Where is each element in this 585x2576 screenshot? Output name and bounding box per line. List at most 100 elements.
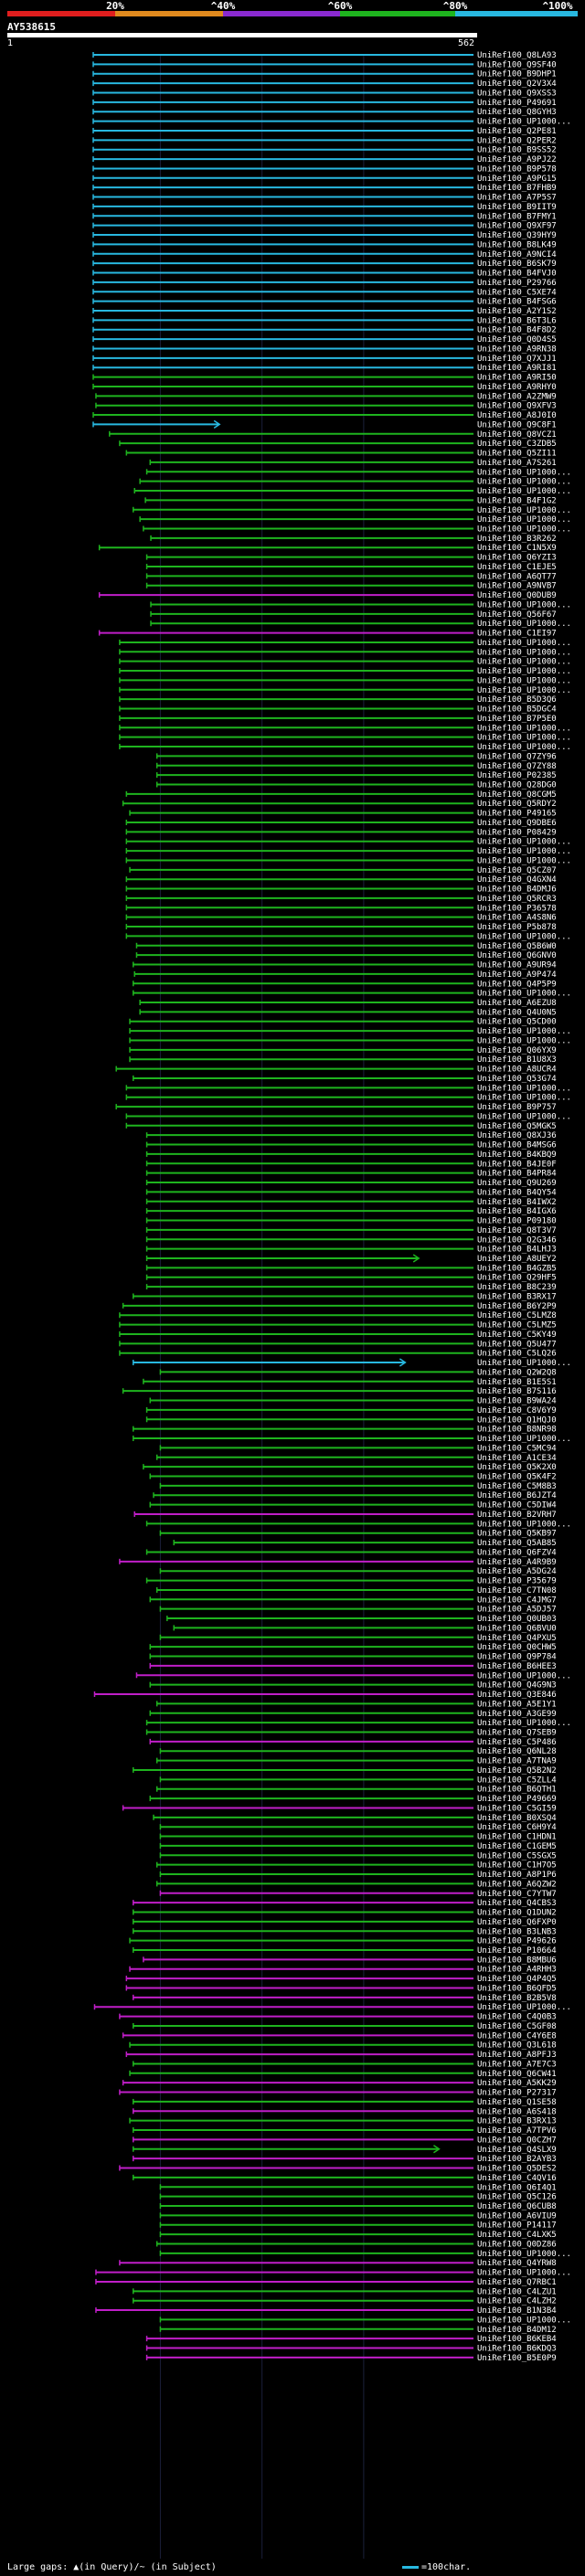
hit-label[interactable]: UniRef100_Q5U477 xyxy=(477,1340,557,1349)
hit-label[interactable]: UniRef100_UP1000... xyxy=(477,1671,571,1680)
hit-label[interactable]: UniRef100_UP1000... xyxy=(477,932,571,941)
hit-label[interactable]: UniRef100_UP1000... xyxy=(477,525,571,535)
hit-label[interactable]: UniRef100_C6H9Y4 xyxy=(477,1823,557,1832)
hit-label[interactable]: UniRef100_Q5RCR3 xyxy=(477,895,557,904)
hit-label[interactable]: UniRef100_Q7RBC1 xyxy=(477,2278,557,2287)
hit-label[interactable]: UniRef100_UP1000... xyxy=(477,118,571,127)
hit-label[interactable]: UniRef100_A2Y1S2 xyxy=(477,307,557,316)
hit-label[interactable]: UniRef100_B6QFD5 xyxy=(477,1984,557,1993)
hit-label[interactable]: UniRef100_A6EZU8 xyxy=(477,999,557,1008)
hit-label[interactable]: UniRef100_A7TNA9 xyxy=(477,1757,557,1766)
hit-label[interactable]: UniRef100_A4R9B9 xyxy=(477,1558,557,1567)
hit-label[interactable]: UniRef100_A3GE99 xyxy=(477,1710,557,1719)
hit-label[interactable]: UniRef100_B6SK79 xyxy=(477,260,557,269)
hit-label[interactable]: UniRef100_B8LK49 xyxy=(477,240,557,249)
hit-label[interactable]: UniRef100_UP1000... xyxy=(477,734,571,743)
hit-label[interactable]: UniRef100_Q4U0N5 xyxy=(477,1008,557,1017)
hit-label[interactable]: UniRef100_UP1000... xyxy=(477,468,571,477)
hit-label[interactable]: UniRef100_Q6FXP0 xyxy=(477,1918,557,1927)
hit-label[interactable]: UniRef100_P29766 xyxy=(477,279,557,288)
hit-label[interactable]: UniRef100_P49691 xyxy=(477,99,557,108)
hit-label[interactable]: UniRef100_B1U8X3 xyxy=(477,1055,557,1065)
hit-label[interactable]: UniRef100_P49626 xyxy=(477,1937,557,1946)
hit-label[interactable]: UniRef100_Q5ZI11 xyxy=(477,450,557,459)
hit-label[interactable]: UniRef100_B6QTH1 xyxy=(477,1786,557,1795)
hit-label[interactable]: UniRef100_Q6CW41 xyxy=(477,2070,557,2079)
hit-label[interactable]: UniRef100_B6JZT4 xyxy=(477,1491,557,1500)
hit-label[interactable]: UniRef100_Q8CGM5 xyxy=(477,790,557,800)
hit-label[interactable]: UniRef100_Q6NL28 xyxy=(477,1747,557,1756)
hit-label[interactable]: UniRef100_C5GI59 xyxy=(477,1804,557,1813)
hit-label[interactable]: UniRef100_C5SGX5 xyxy=(477,1851,557,1860)
hit-label[interactable]: UniRef100_Q6GNV0 xyxy=(477,951,557,960)
hit-label[interactable]: UniRef100_A7P5S7 xyxy=(477,194,557,203)
hit-label[interactable]: UniRef100_Q9SF40 xyxy=(477,60,557,69)
hit-label[interactable]: UniRef100_Q0UB03 xyxy=(477,1615,557,1624)
hit-label[interactable]: UniRef100_Q56F67 xyxy=(477,610,557,620)
hit-label[interactable]: UniRef100_B0XSQ4 xyxy=(477,1814,557,1823)
hit-label[interactable]: UniRef100_UP1000... xyxy=(477,1719,571,1728)
hit-label[interactable]: UniRef100_B9SS52 xyxy=(477,146,557,155)
hit-label[interactable]: UniRef100_A8J0I0 xyxy=(477,411,557,420)
hit-label[interactable]: UniRef100_A6VIU9 xyxy=(477,2211,557,2221)
hit-label[interactable]: UniRef100_UP1000... xyxy=(477,1027,571,1036)
hit-label[interactable]: UniRef100_Q0CHW5 xyxy=(477,1643,557,1652)
hit-label[interactable]: UniRef100_UP1000... xyxy=(477,478,571,487)
hit-label[interactable]: UniRef100_Q7SEB9 xyxy=(477,1728,557,1737)
hit-label[interactable]: UniRef100_B9DHP1 xyxy=(477,70,557,80)
hit-label[interactable]: UniRef100_Q5B6W0 xyxy=(477,942,557,951)
hit-label[interactable]: UniRef100_Q28DG0 xyxy=(477,780,557,790)
hit-label[interactable]: UniRef100_A7S261 xyxy=(477,459,557,468)
hit-label[interactable]: UniRef100_B3RX17 xyxy=(477,1292,557,1301)
hit-label[interactable]: UniRef100_Q3L618 xyxy=(477,2041,557,2051)
hit-label[interactable]: UniRef100_B8C239 xyxy=(477,1283,557,1292)
hit-label[interactable]: UniRef100_C1HDN1 xyxy=(477,1833,557,1842)
hit-label[interactable]: UniRef100_A8P1P6 xyxy=(477,1871,557,1880)
hit-label[interactable]: UniRef100_A9PG15 xyxy=(477,175,557,184)
hit-label[interactable]: UniRef100_UP1000... xyxy=(477,600,571,610)
hit-label[interactable]: UniRef100_B5E0P9 xyxy=(477,2354,557,2363)
hit-label[interactable]: UniRef100_B2VRH7 xyxy=(477,1511,557,1520)
hit-label[interactable]: UniRef100_Q1HQJ0 xyxy=(477,1415,557,1425)
hit-label[interactable]: UniRef100_A9NVB7 xyxy=(477,582,557,591)
hit-label[interactable]: UniRef100_Q3E846 xyxy=(477,1691,557,1700)
hit-label[interactable]: UniRef100_Q8VCZ1 xyxy=(477,430,557,440)
hit-label[interactable]: UniRef100_C7TN08 xyxy=(477,1586,557,1595)
hit-label[interactable]: UniRef100_P14117 xyxy=(477,2221,557,2231)
hit-label[interactable]: UniRef100_Q9U269 xyxy=(477,1179,557,1188)
hit-label[interactable]: UniRef100_Q2G346 xyxy=(477,1235,557,1245)
hit-label[interactable]: UniRef100_B4DM12 xyxy=(477,2326,557,2335)
hit-label[interactable]: UniRef100_B7P5E0 xyxy=(477,715,557,724)
hit-label[interactable]: UniRef100_B9P757 xyxy=(477,1103,557,1112)
hit-label[interactable]: UniRef100_P09180 xyxy=(477,1217,557,1226)
hit-label[interactable]: UniRef100_B9P578 xyxy=(477,164,557,174)
hit-label[interactable]: UniRef100_B6KEB4 xyxy=(477,2335,557,2344)
hit-label[interactable]: UniRef100_Q5AB85 xyxy=(477,1539,557,1548)
hit-label[interactable]: UniRef100_A4S8N6 xyxy=(477,914,557,923)
hit-label[interactable]: UniRef100_P49165 xyxy=(477,810,557,819)
hit-label[interactable]: UniRef100_C5LMZ5 xyxy=(477,1321,557,1330)
hit-label[interactable]: UniRef100_B1E5S1 xyxy=(477,1378,557,1387)
hit-label[interactable]: UniRef100_C1EJE5 xyxy=(477,563,557,572)
hit-label[interactable]: UniRef100_Q0DZ86 xyxy=(477,2240,557,2249)
hit-label[interactable]: UniRef100_UP1000... xyxy=(477,686,571,695)
hit-label[interactable]: UniRef100_B4FSG6 xyxy=(477,298,557,307)
hit-label[interactable]: UniRef100_Q6YZI3 xyxy=(477,554,557,563)
hit-label[interactable]: UniRef100_UP1000... xyxy=(477,1084,571,1093)
hit-label[interactable]: UniRef100_A2ZMW9 xyxy=(477,392,557,401)
hit-label[interactable]: UniRef100_P08429 xyxy=(477,828,557,837)
hit-label[interactable]: UniRef100_C5M8B3 xyxy=(477,1482,557,1491)
hit-label[interactable]: UniRef100_Q5K2X0 xyxy=(477,1463,557,1472)
hit-label[interactable]: UniRef100_A6QT77 xyxy=(477,572,557,581)
hit-label[interactable]: UniRef100_Q9C8F1 xyxy=(477,420,557,429)
hit-label[interactable]: UniRef100_UP1000... xyxy=(477,990,571,999)
hit-label[interactable]: UniRef100_Q7ZY88 xyxy=(477,762,557,771)
hit-label[interactable]: UniRef100_UP1000... xyxy=(477,667,571,676)
hit-label[interactable]: UniRef100_B9IIT9 xyxy=(477,203,557,212)
hit-label[interactable]: UniRef100_B4IGX6 xyxy=(477,1207,557,1216)
hit-label[interactable]: UniRef100_Q4P4Q5 xyxy=(477,1975,557,1984)
hit-label[interactable]: UniRef100_UP1000... xyxy=(477,676,571,685)
hit-label[interactable]: UniRef100_P36578 xyxy=(477,904,557,913)
hit-label[interactable]: UniRef100_C5ZLL4 xyxy=(477,1776,557,1785)
hit-label[interactable]: UniRef100_B4IWX2 xyxy=(477,1198,557,1207)
